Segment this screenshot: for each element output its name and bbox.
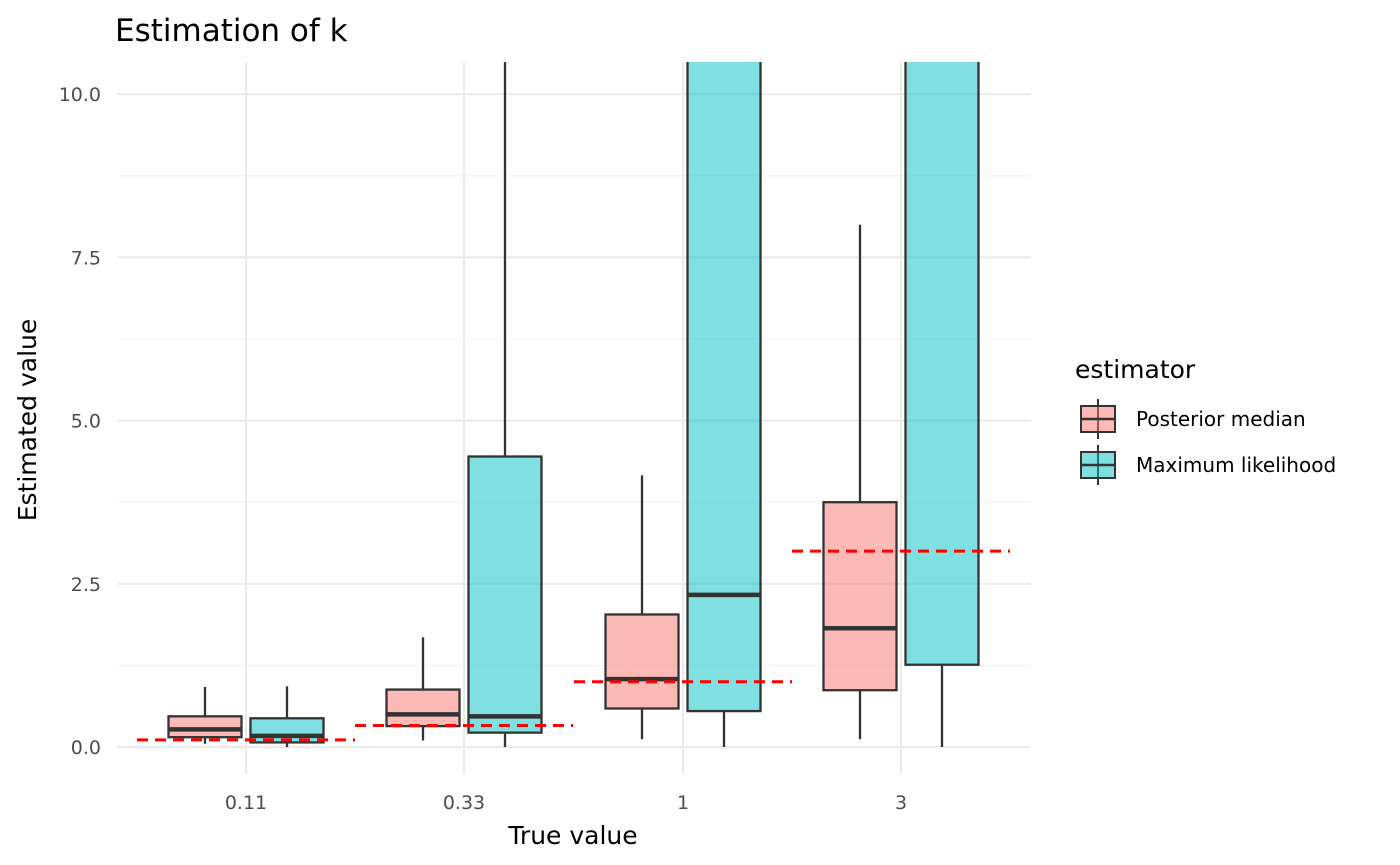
y-tick-label: 0.0	[71, 737, 101, 759]
box	[604, 475, 680, 740]
box	[167, 686, 243, 744]
legend-label: Posterior median	[1136, 407, 1306, 431]
box	[249, 686, 325, 747]
x-tick-label: 1	[677, 792, 689, 814]
y-tick-label: 2.5	[71, 574, 101, 596]
box-body	[467, 455, 543, 734]
box	[686, 62, 762, 747]
box-body	[822, 501, 898, 692]
box	[822, 224, 898, 740]
legend-key-posterior-median	[1080, 399, 1116, 439]
box-body	[686, 62, 762, 713]
box-series	[167, 62, 980, 747]
x-tick-label: 0.33	[443, 792, 485, 814]
x-tick-label: 3	[895, 792, 907, 814]
box-body	[167, 715, 243, 739]
box	[904, 62, 980, 747]
reference-lines	[137, 549, 1010, 742]
series-posterior-median	[167, 224, 898, 744]
chart-title: Estimation of k	[115, 13, 348, 49]
box	[385, 637, 461, 741]
grid	[118, 62, 1031, 774]
y-tick-label: 5.0	[71, 411, 101, 433]
x-tick-label: 0.11	[225, 792, 267, 814]
x-axis-ticks: 0.11 0.33 1 3	[225, 792, 907, 814]
y-axis-title: Estimated value	[13, 319, 42, 522]
legend: estimator Posterior median Maximum likeli…	[1075, 355, 1336, 485]
x-axis-title: True value	[507, 821, 637, 850]
box-body	[385, 688, 461, 728]
y-tick-label: 10.0	[59, 84, 101, 106]
box	[467, 62, 543, 747]
legend-key-maximum-likelihood	[1080, 445, 1116, 485]
box-body	[904, 62, 980, 666]
legend-label: Maximum likelihood	[1136, 453, 1336, 477]
series-maximum-likelihood	[249, 62, 980, 747]
box-body	[604, 613, 680, 710]
y-tick-label: 7.5	[71, 247, 101, 269]
y-axis-ticks: 0.0 2.5 5.0 7.5 10.0	[59, 84, 101, 759]
legend-title: estimator	[1075, 355, 1196, 384]
